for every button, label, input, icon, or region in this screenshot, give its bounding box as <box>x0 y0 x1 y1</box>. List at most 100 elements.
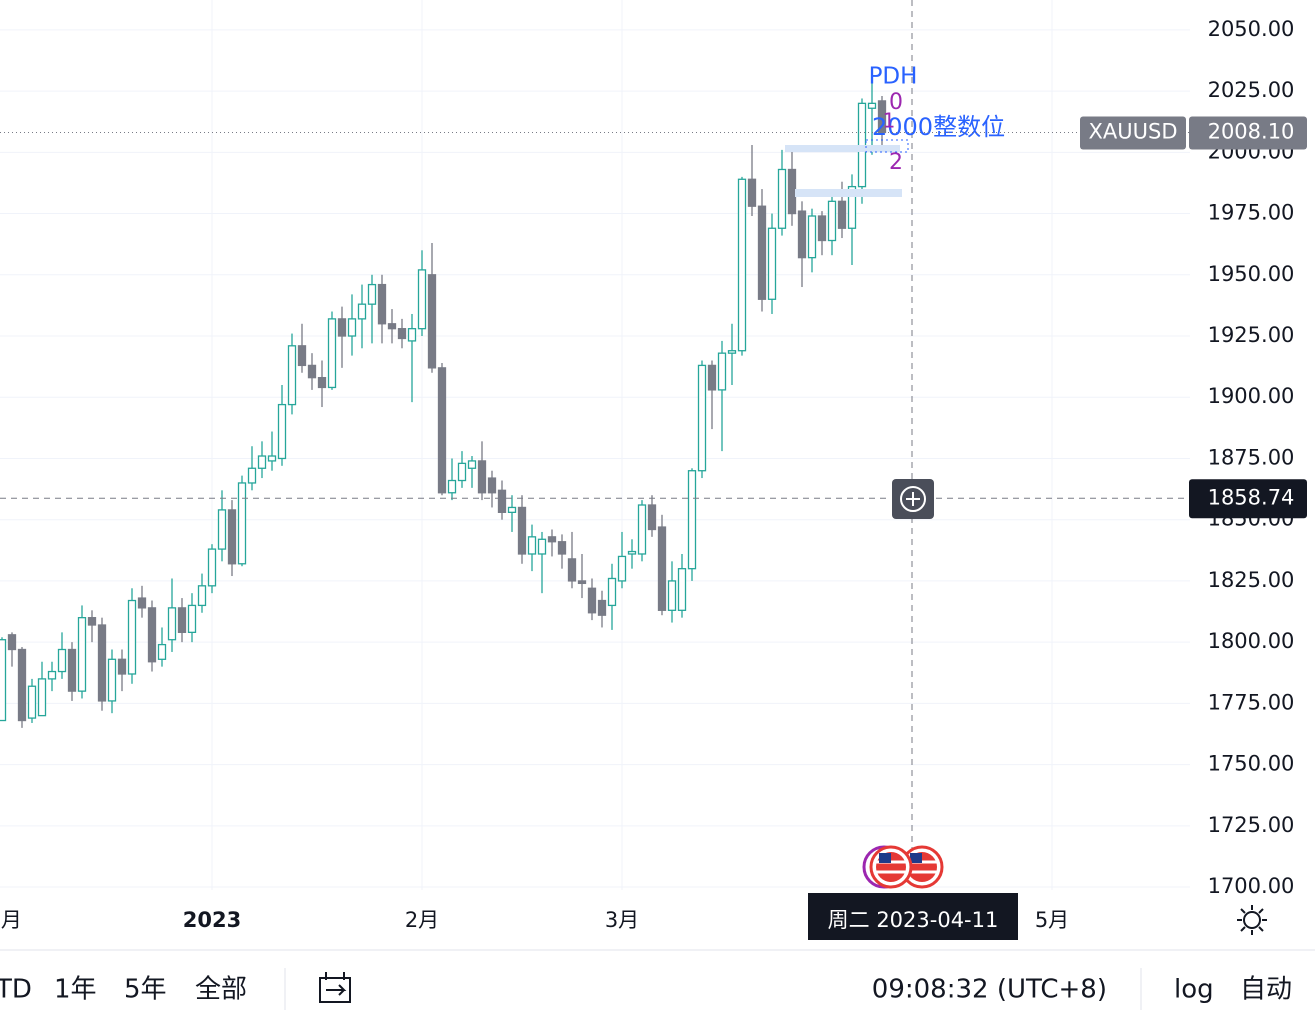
candle-body <box>157 643 167 660</box>
candle-body <box>137 597 147 609</box>
candle-body <box>17 648 27 722</box>
range-button[interactable]: TD <box>0 975 32 1005</box>
candle-body <box>757 205 767 300</box>
annotation: 0 <box>889 90 903 115</box>
candle-body <box>857 102 867 188</box>
annotation: PDH <box>869 64 918 90</box>
symbol-box <box>1080 116 1186 150</box>
y-tick-label: 1950.00 <box>1208 262 1295 286</box>
candle-body <box>327 318 337 389</box>
annotation-box <box>865 139 909 153</box>
settings-icon[interactable] <box>1237 905 1267 935</box>
candle-body <box>477 460 487 494</box>
candle-body <box>587 587 597 614</box>
y-tick-label: 1750.00 <box>1208 752 1295 776</box>
candle-body <box>597 599 607 616</box>
y-tick-label: 1925.00 <box>1208 323 1295 347</box>
candle-body <box>467 460 477 469</box>
candle-body <box>337 318 347 337</box>
zone <box>785 145 900 152</box>
candle-body <box>747 178 757 207</box>
candle-body <box>737 178 747 352</box>
candle-body <box>307 364 317 379</box>
overlays: PDH 2000整数位 0 1 2 <box>862 0 1005 890</box>
candle-body <box>457 462 467 482</box>
candle-body <box>667 580 677 611</box>
log-toggle[interactable]: log <box>1174 975 1214 1005</box>
x-tick-label: 5月 <box>1035 908 1069 932</box>
x-tick-label: 2月 <box>405 908 439 932</box>
candle-body <box>517 506 527 555</box>
candle-body <box>817 215 827 242</box>
candle-body <box>547 536 557 543</box>
y-tick-label: 1825.00 <box>1208 568 1295 592</box>
candle-body <box>207 548 217 587</box>
candle-body <box>607 577 617 607</box>
candle-body <box>617 555 627 582</box>
candle-body <box>237 482 247 565</box>
candle-body <box>277 403 287 460</box>
candle-body <box>387 323 397 330</box>
y-tick-label: 1700.00 <box>1208 874 1295 898</box>
axes: 1700.00 1725.00 1750.00 1775.00 1800.00 1825.… <box>0 17 1307 932</box>
zone <box>795 189 902 197</box>
candle-body <box>57 648 67 673</box>
candle-body <box>787 168 797 215</box>
candle-body <box>727 350 737 354</box>
x-tick-label: 2023 <box>183 908 241 932</box>
candle-body <box>847 185 857 229</box>
candle-body <box>427 274 437 369</box>
y-tick-label: 1775.00 <box>1208 690 1295 714</box>
candle-body <box>677 568 687 611</box>
goto-date-icon[interactable] <box>319 972 351 1003</box>
candle-body <box>267 455 277 462</box>
candle-body <box>87 617 97 626</box>
candle-body <box>37 678 47 717</box>
candle-body <box>657 526 667 611</box>
candle-body <box>447 479 457 494</box>
candle-body <box>487 477 497 494</box>
crosshair-date-box <box>808 893 1018 940</box>
clock: 09:08:32 (UTC+8) <box>872 975 1107 1005</box>
last-price-label: 2008.10 <box>1208 119 1295 143</box>
candle-body <box>197 585 207 607</box>
candle-body <box>177 607 187 634</box>
candle-body <box>357 303 367 320</box>
candle-body <box>807 215 817 259</box>
grid <box>0 0 1190 890</box>
range-button[interactable]: 1年 <box>54 975 97 1005</box>
range-button[interactable]: 5年 <box>124 975 167 1005</box>
y-tick-label: 2025.00 <box>1208 78 1295 102</box>
candle-body <box>377 283 387 325</box>
range-button[interactable]: 全部 <box>195 975 247 1005</box>
candle-body <box>697 364 707 472</box>
auto-toggle[interactable]: 自动 <box>1240 975 1292 1005</box>
candle-body <box>417 269 427 330</box>
candle-body <box>577 580 587 585</box>
y-tick-label: 1975.00 <box>1208 201 1295 225</box>
event-flags[interactable] <box>862 845 944 889</box>
candle-body <box>567 558 577 582</box>
add-icon <box>906 492 920 506</box>
candle-body <box>777 168 787 229</box>
candle-body <box>827 200 837 242</box>
candle-body <box>437 367 447 494</box>
y-tick-label: 1800.00 <box>1208 629 1295 653</box>
candle-body <box>637 504 647 555</box>
last-price-box <box>1189 116 1307 150</box>
symbol-label: XAUUSD <box>1089 119 1178 143</box>
candle-body <box>287 345 297 406</box>
add-icon <box>900 486 926 512</box>
candle-body <box>127 599 137 675</box>
candle-body <box>687 470 697 570</box>
candle-body <box>717 352 727 391</box>
candle-body <box>297 345 307 367</box>
x-tick-label: 3月 <box>605 908 639 932</box>
candle-body <box>7 634 17 651</box>
candle-body <box>647 504 657 531</box>
candle-body <box>247 467 257 484</box>
candle-body <box>507 506 517 514</box>
candle-body <box>537 538 547 555</box>
candle-body <box>397 328 407 340</box>
